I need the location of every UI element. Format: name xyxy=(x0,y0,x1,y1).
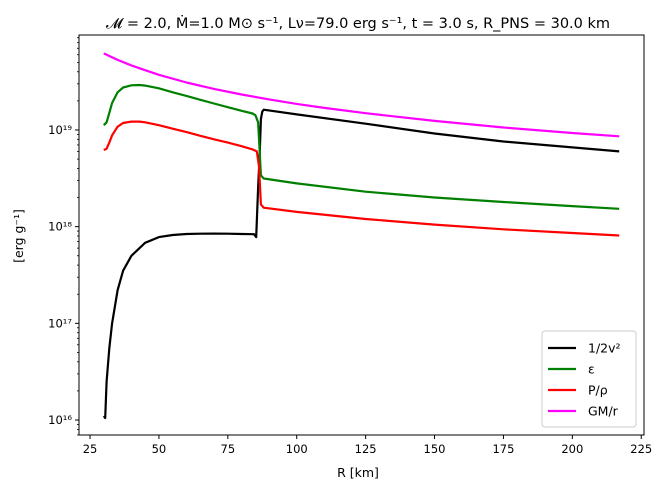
x-tick-label: 125 xyxy=(355,442,377,456)
y-tick-label: 10¹⁷ xyxy=(48,316,72,330)
y-axis-label: [erg g⁻¹] xyxy=(11,209,26,263)
legend-label: GM/r xyxy=(588,404,619,419)
legend: 1/2v² ε P/ρ GM/r xyxy=(541,330,637,428)
x-tick-label: 75 xyxy=(221,442,236,456)
legend-label: ε xyxy=(588,362,595,377)
x-tick-label: 225 xyxy=(630,442,652,456)
series-line-gm-r xyxy=(103,52,620,138)
y-tick-label: 10¹⁹ xyxy=(48,123,72,137)
x-axis-label: R [km] xyxy=(337,465,379,480)
legend-label: P/ρ xyxy=(588,383,608,398)
x-tick-label: 175 xyxy=(492,442,514,456)
x-tick-label: 100 xyxy=(286,442,308,456)
chart-title: 𝓜 = 2.0, Ṁ=1.0 M⊙ s⁻¹, Lν=79.0 erg s⁻¹, … xyxy=(106,14,610,32)
y-tick-label: 10¹⁶ xyxy=(48,413,72,427)
legend-label: 1/2v² xyxy=(588,341,621,356)
series-line-p xyxy=(103,120,620,237)
x-tick-label: 50 xyxy=(152,442,167,456)
x-tick-label: 150 xyxy=(424,442,446,456)
series-line-series xyxy=(103,83,620,210)
legend-box xyxy=(541,330,637,428)
series-layer xyxy=(102,52,620,420)
x-tick-label: 25 xyxy=(83,442,98,456)
x-tick-label: 200 xyxy=(561,442,583,456)
x-axis: 25 50 75 100 125 150 175 200 225 xyxy=(83,435,652,456)
y-tick-label: 10¹⁸ xyxy=(48,220,72,234)
y-axis: 10¹⁶ 10¹⁷ 10¹⁸ 10¹⁹ xyxy=(48,37,79,436)
series-line-1-2v xyxy=(102,108,620,420)
plot-area xyxy=(78,34,645,436)
